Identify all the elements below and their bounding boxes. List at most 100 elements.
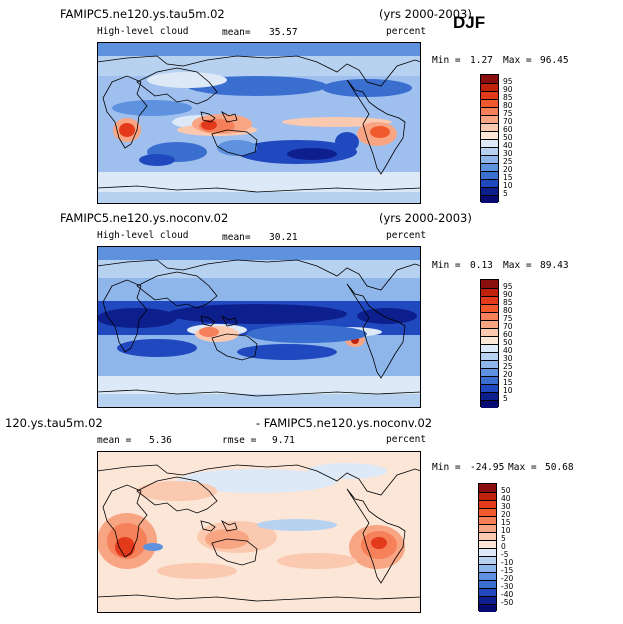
colorbar-label: 80 <box>503 101 513 110</box>
colorbar-swatch <box>479 508 496 516</box>
colorbar-label: -40 <box>501 590 514 599</box>
colorbar-label: 10 <box>501 526 511 535</box>
colorbar-swatch <box>481 304 498 312</box>
colorbar-label: 85 <box>503 93 513 102</box>
colorbar-label: 20 <box>503 165 513 174</box>
panel1-years: (yrs 2000-2003) <box>379 7 472 21</box>
panel3-map <box>97 451 421 613</box>
season-label: DJF <box>453 13 486 32</box>
colorbar-swatch <box>479 564 496 572</box>
colorbar-label: 60 <box>503 330 513 339</box>
colorbar-label: 10 <box>503 386 513 395</box>
panel2-map <box>97 246 421 408</box>
colorbar-swatch <box>479 596 496 604</box>
colorbar-swatch <box>481 352 498 360</box>
colorbar-label: 90 <box>503 85 513 94</box>
colorbar-label: 75 <box>503 109 513 118</box>
panel2-mean-value: 30.21 <box>269 232 298 243</box>
colorbar-label: 50 <box>501 486 511 495</box>
colorbar-label: 75 <box>503 314 513 323</box>
panel3-title-left: 120.ys.tau5m.02 <box>5 416 103 430</box>
panel3-max-value: 50.68 <box>545 462 574 473</box>
colorbar-swatch <box>481 368 498 376</box>
panel2-units: percent <box>386 230 427 241</box>
colorbar-label: -30 <box>501 582 514 591</box>
colorbar-swatch <box>479 556 496 564</box>
colorbar-label: 25 <box>503 362 513 371</box>
colorbar-label: 40 <box>501 494 511 503</box>
colorbar-swatch <box>479 524 496 532</box>
colorbar-label: 95 <box>503 77 513 86</box>
panel1-variable: High-level cloud <box>97 26 189 37</box>
colorbar-label: 15 <box>501 518 511 527</box>
colorbar-label: 60 <box>503 125 513 134</box>
panel2-title: FAMIPC5.ne120.ys.noconv.02 <box>60 211 229 225</box>
colorbar-swatch <box>481 115 498 123</box>
colorbar-swatch <box>481 384 498 392</box>
colorbar-swatch <box>481 171 498 179</box>
panel3-rmse-label: rmse = <box>222 435 257 446</box>
panel2-max-label: Max = <box>503 260 532 271</box>
colorbar-swatch <box>481 123 498 131</box>
colorbar-swatch <box>481 376 498 384</box>
panel1-map <box>97 42 421 204</box>
panel1-title: FAMIPC5.ne120.ys.tau5m.02 <box>60 7 225 21</box>
colorbar-label: -10 <box>501 558 514 567</box>
colorbar-label: 30 <box>503 149 513 158</box>
colorbar-swatch <box>479 500 496 508</box>
panel2-years: (yrs 2000-2003) <box>379 211 472 225</box>
colorbar-label: 5 <box>503 394 508 403</box>
colorbar-label: 15 <box>503 378 513 387</box>
colorbar-label: 70 <box>503 117 513 126</box>
panel3-mean-label: mean = <box>97 435 132 446</box>
colorbar-label: 20 <box>501 510 511 519</box>
colorbar-swatch <box>481 107 498 115</box>
panel2-mean-label: mean= <box>222 232 251 243</box>
colorbar-label: 5 <box>501 534 506 543</box>
panel2-variable: High-level cloud <box>97 230 189 241</box>
colorbar-label: 20 <box>503 370 513 379</box>
colorbar-label: 90 <box>503 290 513 299</box>
colorbar-swatch <box>481 312 498 320</box>
colorbar-swatch <box>481 147 498 155</box>
colorbar-label: 70 <box>503 322 513 331</box>
colorbar-swatch <box>479 516 496 524</box>
panel3-min-value: -24.95 <box>470 462 505 473</box>
colorbar-swatch <box>481 139 498 147</box>
colorbar-swatch <box>481 320 498 328</box>
colorbar-label: 40 <box>503 346 513 355</box>
colorbar-label: 0 <box>501 542 506 551</box>
colorbar-swatch <box>481 83 498 91</box>
colorbar-label: 10 <box>503 181 513 190</box>
colorbar-swatch <box>479 580 496 588</box>
panel3-min-label: Min = <box>432 462 461 473</box>
colorbar-swatch <box>481 328 498 336</box>
colorbar-label: 80 <box>503 306 513 315</box>
colorbar-swatch <box>481 296 498 304</box>
colorbar-swatch <box>481 195 498 203</box>
panel2-colorbar <box>480 279 499 408</box>
colorbar-swatch <box>481 99 498 107</box>
panel1-max-label: Max = <box>503 55 532 66</box>
colorbar-label: -50 <box>501 598 514 607</box>
colorbar-label: -15 <box>501 566 514 575</box>
colorbar-swatch <box>479 588 496 596</box>
colorbar-label: 25 <box>503 157 513 166</box>
colorbar-swatch <box>481 155 498 163</box>
panel3-units: percent <box>386 434 427 445</box>
colorbar-swatch <box>481 280 498 288</box>
colorbar-swatch <box>481 392 498 400</box>
colorbar-swatch <box>479 572 496 580</box>
panel1-mean-label: mean= <box>222 27 251 38</box>
colorbar-swatch <box>481 288 498 296</box>
colorbar-swatch <box>481 179 498 187</box>
colorbar-swatch <box>481 344 498 352</box>
panel1-mean-value: 35.57 <box>269 27 298 38</box>
panel3-title-right: - FAMIPC5.ne120.ys.noconv.02 <box>256 416 433 430</box>
colorbar-swatch <box>481 400 498 408</box>
colorbar-label: 30 <box>503 354 513 363</box>
panel1-units: percent <box>386 26 427 37</box>
colorbar-label: 5 <box>503 189 508 198</box>
panel3-rmse-value: 9.71 <box>272 435 295 446</box>
colorbar-swatch <box>481 163 498 171</box>
